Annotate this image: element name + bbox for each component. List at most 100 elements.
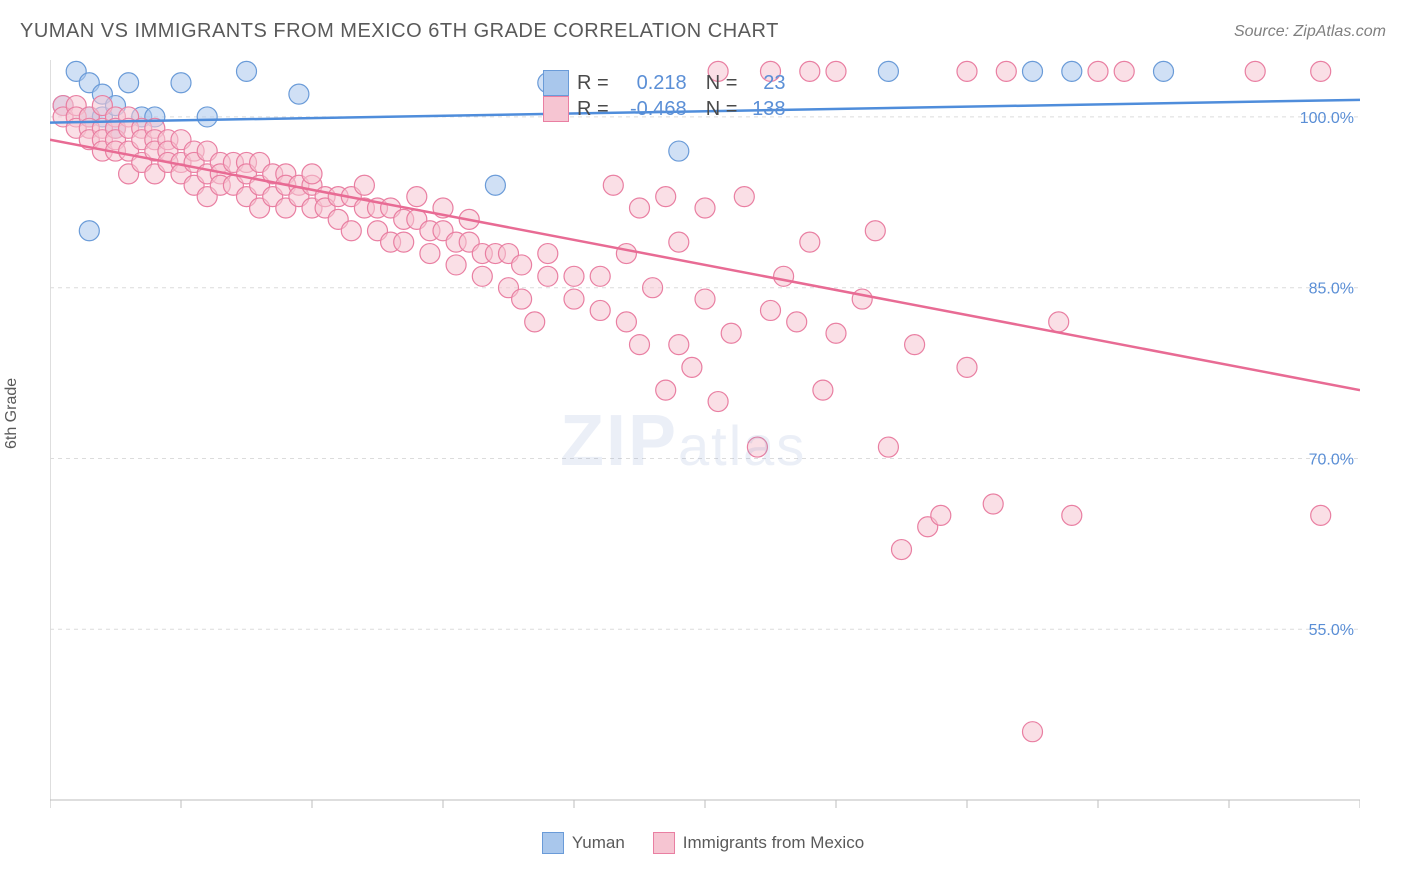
trend-line — [50, 140, 1360, 390]
data-point — [538, 244, 558, 264]
legend-swatch — [543, 70, 569, 96]
data-point — [682, 357, 702, 377]
data-point — [996, 61, 1016, 81]
data-point — [1062, 505, 1082, 525]
data-point — [747, 437, 767, 457]
legend-item: Immigrants from Mexico — [653, 832, 864, 854]
data-point — [512, 255, 532, 275]
data-point — [564, 266, 584, 286]
data-point — [407, 187, 427, 207]
n-value: 138 — [745, 98, 785, 121]
data-point — [1049, 312, 1069, 332]
data-point — [774, 266, 794, 286]
data-point — [826, 61, 846, 81]
data-point — [761, 300, 781, 320]
data-point — [957, 357, 977, 377]
data-point — [669, 141, 689, 161]
n-value: 23 — [745, 72, 785, 95]
y-tick-label: 85.0% — [1309, 281, 1354, 298]
data-point — [289, 84, 309, 104]
data-point — [826, 323, 846, 343]
y-axis-label: 6th Grade — [3, 378, 21, 449]
data-point — [341, 221, 361, 241]
data-point — [1088, 61, 1108, 81]
r-value: -0.468 — [617, 98, 687, 121]
legend-swatch — [653, 832, 675, 854]
data-point — [931, 505, 951, 525]
correlation-row: R = -0.468 N = 138 — [543, 96, 785, 122]
data-point — [800, 61, 820, 81]
y-tick-label: 55.0% — [1309, 622, 1354, 639]
data-point — [669, 232, 689, 252]
source-label: Source: ZipAtlas.com — [1234, 23, 1386, 41]
data-point — [1062, 61, 1082, 81]
data-point — [512, 289, 532, 309]
data-point — [643, 278, 663, 298]
data-point — [420, 244, 440, 264]
data-point — [695, 198, 715, 218]
data-point — [878, 61, 898, 81]
data-point — [1154, 61, 1174, 81]
data-point — [669, 335, 689, 355]
data-point — [878, 437, 898, 457]
data-point — [616, 244, 636, 264]
legend-label: Immigrants from Mexico — [683, 833, 864, 853]
data-point — [603, 175, 623, 195]
data-point — [119, 73, 139, 93]
data-point — [171, 73, 191, 93]
data-point — [590, 266, 610, 286]
data-point — [1023, 61, 1043, 81]
data-point — [721, 323, 741, 343]
data-point — [905, 335, 925, 355]
n-label: N = — [695, 72, 738, 95]
data-point — [813, 380, 833, 400]
data-point — [446, 255, 466, 275]
data-point — [656, 187, 676, 207]
data-point — [1245, 61, 1265, 81]
data-point — [302, 164, 322, 184]
data-point — [734, 187, 754, 207]
data-point — [800, 232, 820, 252]
data-point — [656, 380, 676, 400]
bottom-legend: Yuman Immigrants from Mexico — [0, 832, 1406, 854]
legend-swatch — [543, 96, 569, 122]
data-point — [1114, 61, 1134, 81]
legend-item: Yuman — [542, 832, 625, 854]
data-point — [394, 232, 414, 252]
legend-label: Yuman — [572, 833, 625, 853]
data-point — [1311, 61, 1331, 81]
data-point — [892, 540, 912, 560]
data-point — [983, 494, 1003, 514]
data-point — [865, 221, 885, 241]
chart-title: YUMAN VS IMMIGRANTS FROM MEXICO 6TH GRAD… — [20, 20, 779, 43]
data-point — [590, 300, 610, 320]
r-label: R = — [577, 72, 609, 95]
data-point — [472, 266, 492, 286]
data-point — [1311, 505, 1331, 525]
correlation-legend: R = 0.218 N = 23 R = -0.468 N = 138 — [543, 70, 785, 122]
data-point — [485, 175, 505, 195]
data-point — [852, 289, 872, 309]
data-point — [630, 198, 650, 218]
r-value: 0.218 — [617, 72, 687, 95]
r-label: R = — [577, 98, 609, 121]
chart-area: 55.0%70.0%85.0%100.0%0.0%100.0% — [50, 60, 1360, 820]
data-point — [787, 312, 807, 332]
data-point — [630, 335, 650, 355]
y-tick-label: 100.0% — [1300, 110, 1354, 127]
data-point — [564, 289, 584, 309]
n-label: N = — [695, 98, 738, 121]
correlation-row: R = 0.218 N = 23 — [543, 70, 785, 96]
y-tick-label: 70.0% — [1309, 451, 1354, 468]
data-point — [616, 312, 636, 332]
data-point — [79, 221, 99, 241]
data-point — [538, 266, 558, 286]
data-point — [197, 107, 217, 127]
data-point — [695, 289, 715, 309]
data-point — [354, 175, 374, 195]
data-point — [957, 61, 977, 81]
data-point — [237, 61, 257, 81]
data-point — [525, 312, 545, 332]
data-point — [1023, 722, 1043, 742]
scatter-chart-svg: 55.0%70.0%85.0%100.0%0.0%100.0% — [50, 60, 1360, 820]
